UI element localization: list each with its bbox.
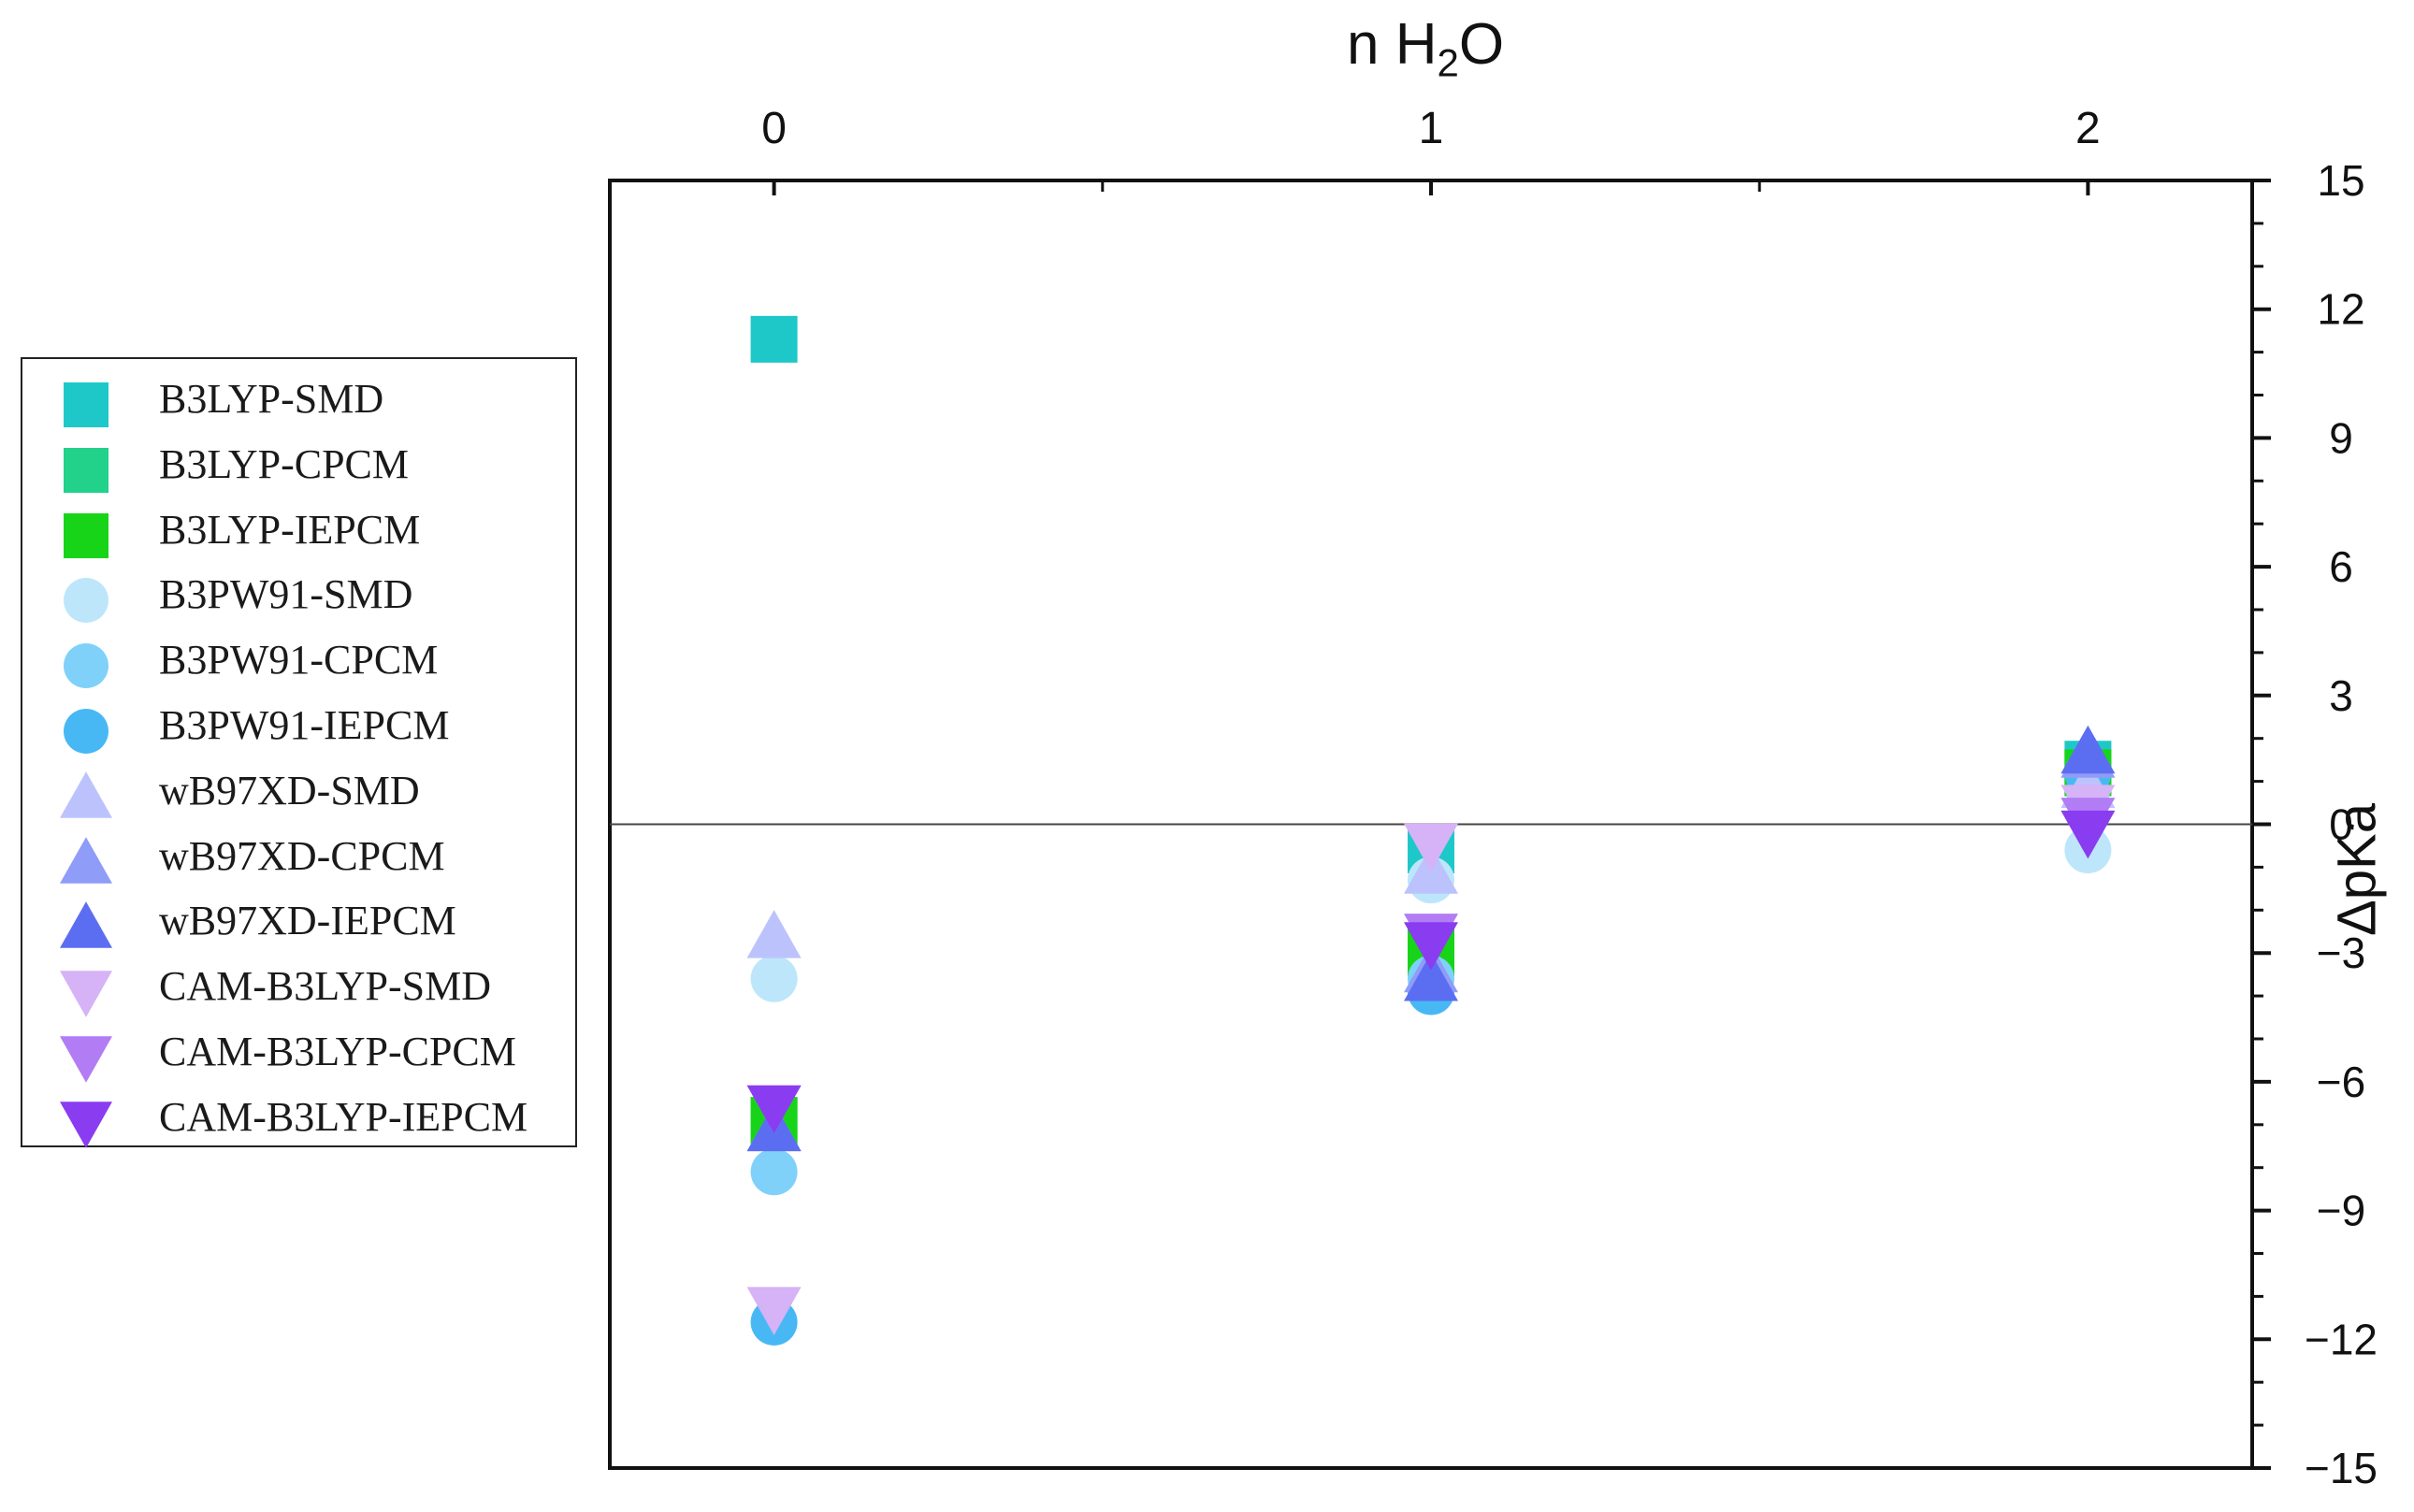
legend-item: B3PW91-CPCM [22,626,575,692]
chart-title: n H2O [1347,11,1504,85]
data-points [746,315,2116,1346]
legend-marker-icon [60,971,112,1017]
data-point [2060,725,2116,774]
legend-marker [64,447,108,493]
data-point [1404,922,1458,971]
legend-item: B3LYP-IEPCM [22,497,575,562]
legend-marker-icon [60,901,112,949]
legend-marker [64,709,108,754]
legend-marker [60,1036,112,1083]
y-tick-label: −3 [2317,929,2365,977]
legend-marker-icon [64,643,108,689]
legend-marker [64,643,108,689]
y-tick-label: −12 [2305,1315,2378,1363]
legend-marker-icon [60,1036,112,1083]
legend-item: wB97XD-IEPCM [22,887,575,953]
y-tick-label: −9 [2317,1187,2365,1235]
data-point [750,315,798,363]
legend-label: CAM-B3LYP-SMD [159,963,491,1010]
chart-title-subscript: 2 [1437,40,1459,85]
data-point [746,1085,802,1134]
legend-label: B3LYP-IEPCM [159,506,421,553]
y-tick-label: 0 [2329,800,2353,849]
legend-label: wB97XD-SMD [159,767,420,814]
legend-item: B3PW91-IEPCM [22,692,575,757]
x-tick-label: 0 [761,104,787,153]
series-b3lyp-smd [750,315,2112,874]
data-point [746,910,802,958]
y-tick-label: −6 [2317,1058,2365,1106]
legend-item: CAM-B3LYP-IEPCM [22,1084,575,1149]
legend-marker-icon [64,447,108,493]
legend-label: B3PW91-SMD [159,571,413,618]
legend-marker-icon [64,578,108,624]
chart-title-tail: O [1458,12,1505,77]
legend-marker [60,901,112,949]
y-tick-label: 15 [2317,156,2364,205]
legend-marker [60,1101,112,1148]
legend-marker [60,971,112,1017]
legend-item: CAM-B3LYP-CPCM [22,1018,575,1084]
data-point [746,1287,802,1335]
legend-item: wB97XD-CPCM [22,823,575,888]
legend-marker [64,578,108,624]
legend-marker [60,770,112,818]
legend-label: CAM-B3LYP-CPCM [159,1029,516,1074]
series-cam-b3lyp-iepcm [746,810,2116,1134]
data-point [2060,810,2116,859]
y-tick-label: −15 [2305,1444,2378,1492]
legend-label: CAM-B3LYP-IEPCM [159,1093,528,1140]
legend-marker-icon [64,512,108,558]
legend-item: B3LYP-SMD [22,366,575,431]
data-point [750,955,798,1002]
y-tick-label: 9 [2329,413,2353,462]
x-tick-label: 1 [1419,104,1444,153]
legend-label: B3PW91-CPCM [159,637,439,684]
legend-marker [60,836,112,884]
legend-item: B3PW91-SMD [22,561,575,626]
y-tick-label: 12 [2317,285,2364,334]
data-point [1404,823,1458,872]
y-axis-label: ΔpKa [2326,803,2388,936]
chart-title-main: n H [1347,12,1438,77]
legend: B3LYP-SMD B3LYP-CPCM B3LYP-IEPCM B3PW91-SMD… [21,357,577,1149]
y-tick-label: 6 [2329,542,2353,591]
legend-marker-icon [60,836,112,884]
data-point [750,1148,798,1196]
legend-item: CAM-B3LYP-SMD [22,953,575,1018]
legend-marker-icon [60,770,112,818]
legend-marker [64,512,108,558]
legend-marker [64,382,108,427]
x-tick-label: 2 [2075,104,2101,153]
y-tick-label: 3 [2329,671,2353,720]
legend-item: B3LYP-CPCM [22,431,575,497]
series-cam-b3lyp-smd [746,785,2116,1335]
legend-label: B3PW91-IEPCM [159,702,450,748]
legend-label: B3LYP-SMD [159,376,384,422]
legend-label: wB97XD-CPCM [159,832,445,879]
legend-marker-icon [64,709,108,754]
legend-marker-icon [60,1101,112,1148]
legend-item: wB97XD-SMD [22,757,575,823]
legend-label: B3LYP-CPCM [159,440,410,487]
legend-marker-icon [64,382,108,427]
legend-label: wB97XD-IEPCM [159,898,456,944]
data-point [1404,952,1458,1001]
